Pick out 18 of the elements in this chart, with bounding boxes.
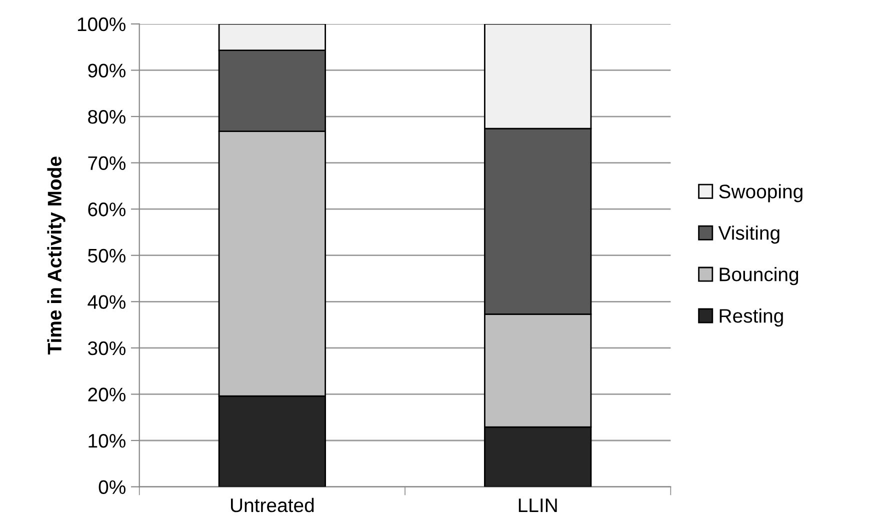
x-tick-label: LLIN (518, 498, 557, 512)
y-tick-label: 0% (98, 480, 126, 494)
y-axis-title: Time in Activity Mode (47, 156, 66, 355)
x-tick-label: Untreated (230, 498, 314, 512)
legend-label: Resting (720, 308, 783, 327)
y-tick-label: 30% (88, 341, 126, 356)
y-tick-label: 40% (88, 295, 126, 309)
y-tick-label: 60% (88, 202, 126, 216)
y-tick-label: 80% (88, 110, 126, 124)
y-tick-label: 10% (88, 434, 126, 448)
y-tick-label: 90% (88, 64, 126, 78)
y-tick-label: 70% (88, 156, 126, 170)
y-tick-label: 50% (88, 248, 126, 263)
legend-label: Visiting (718, 226, 780, 244)
y-tick-label: 100% (78, 17, 126, 32)
legend-label: Swooping (719, 184, 802, 202)
legend-label: Bouncing (720, 267, 798, 286)
y-tick-label: 20% (88, 388, 126, 402)
